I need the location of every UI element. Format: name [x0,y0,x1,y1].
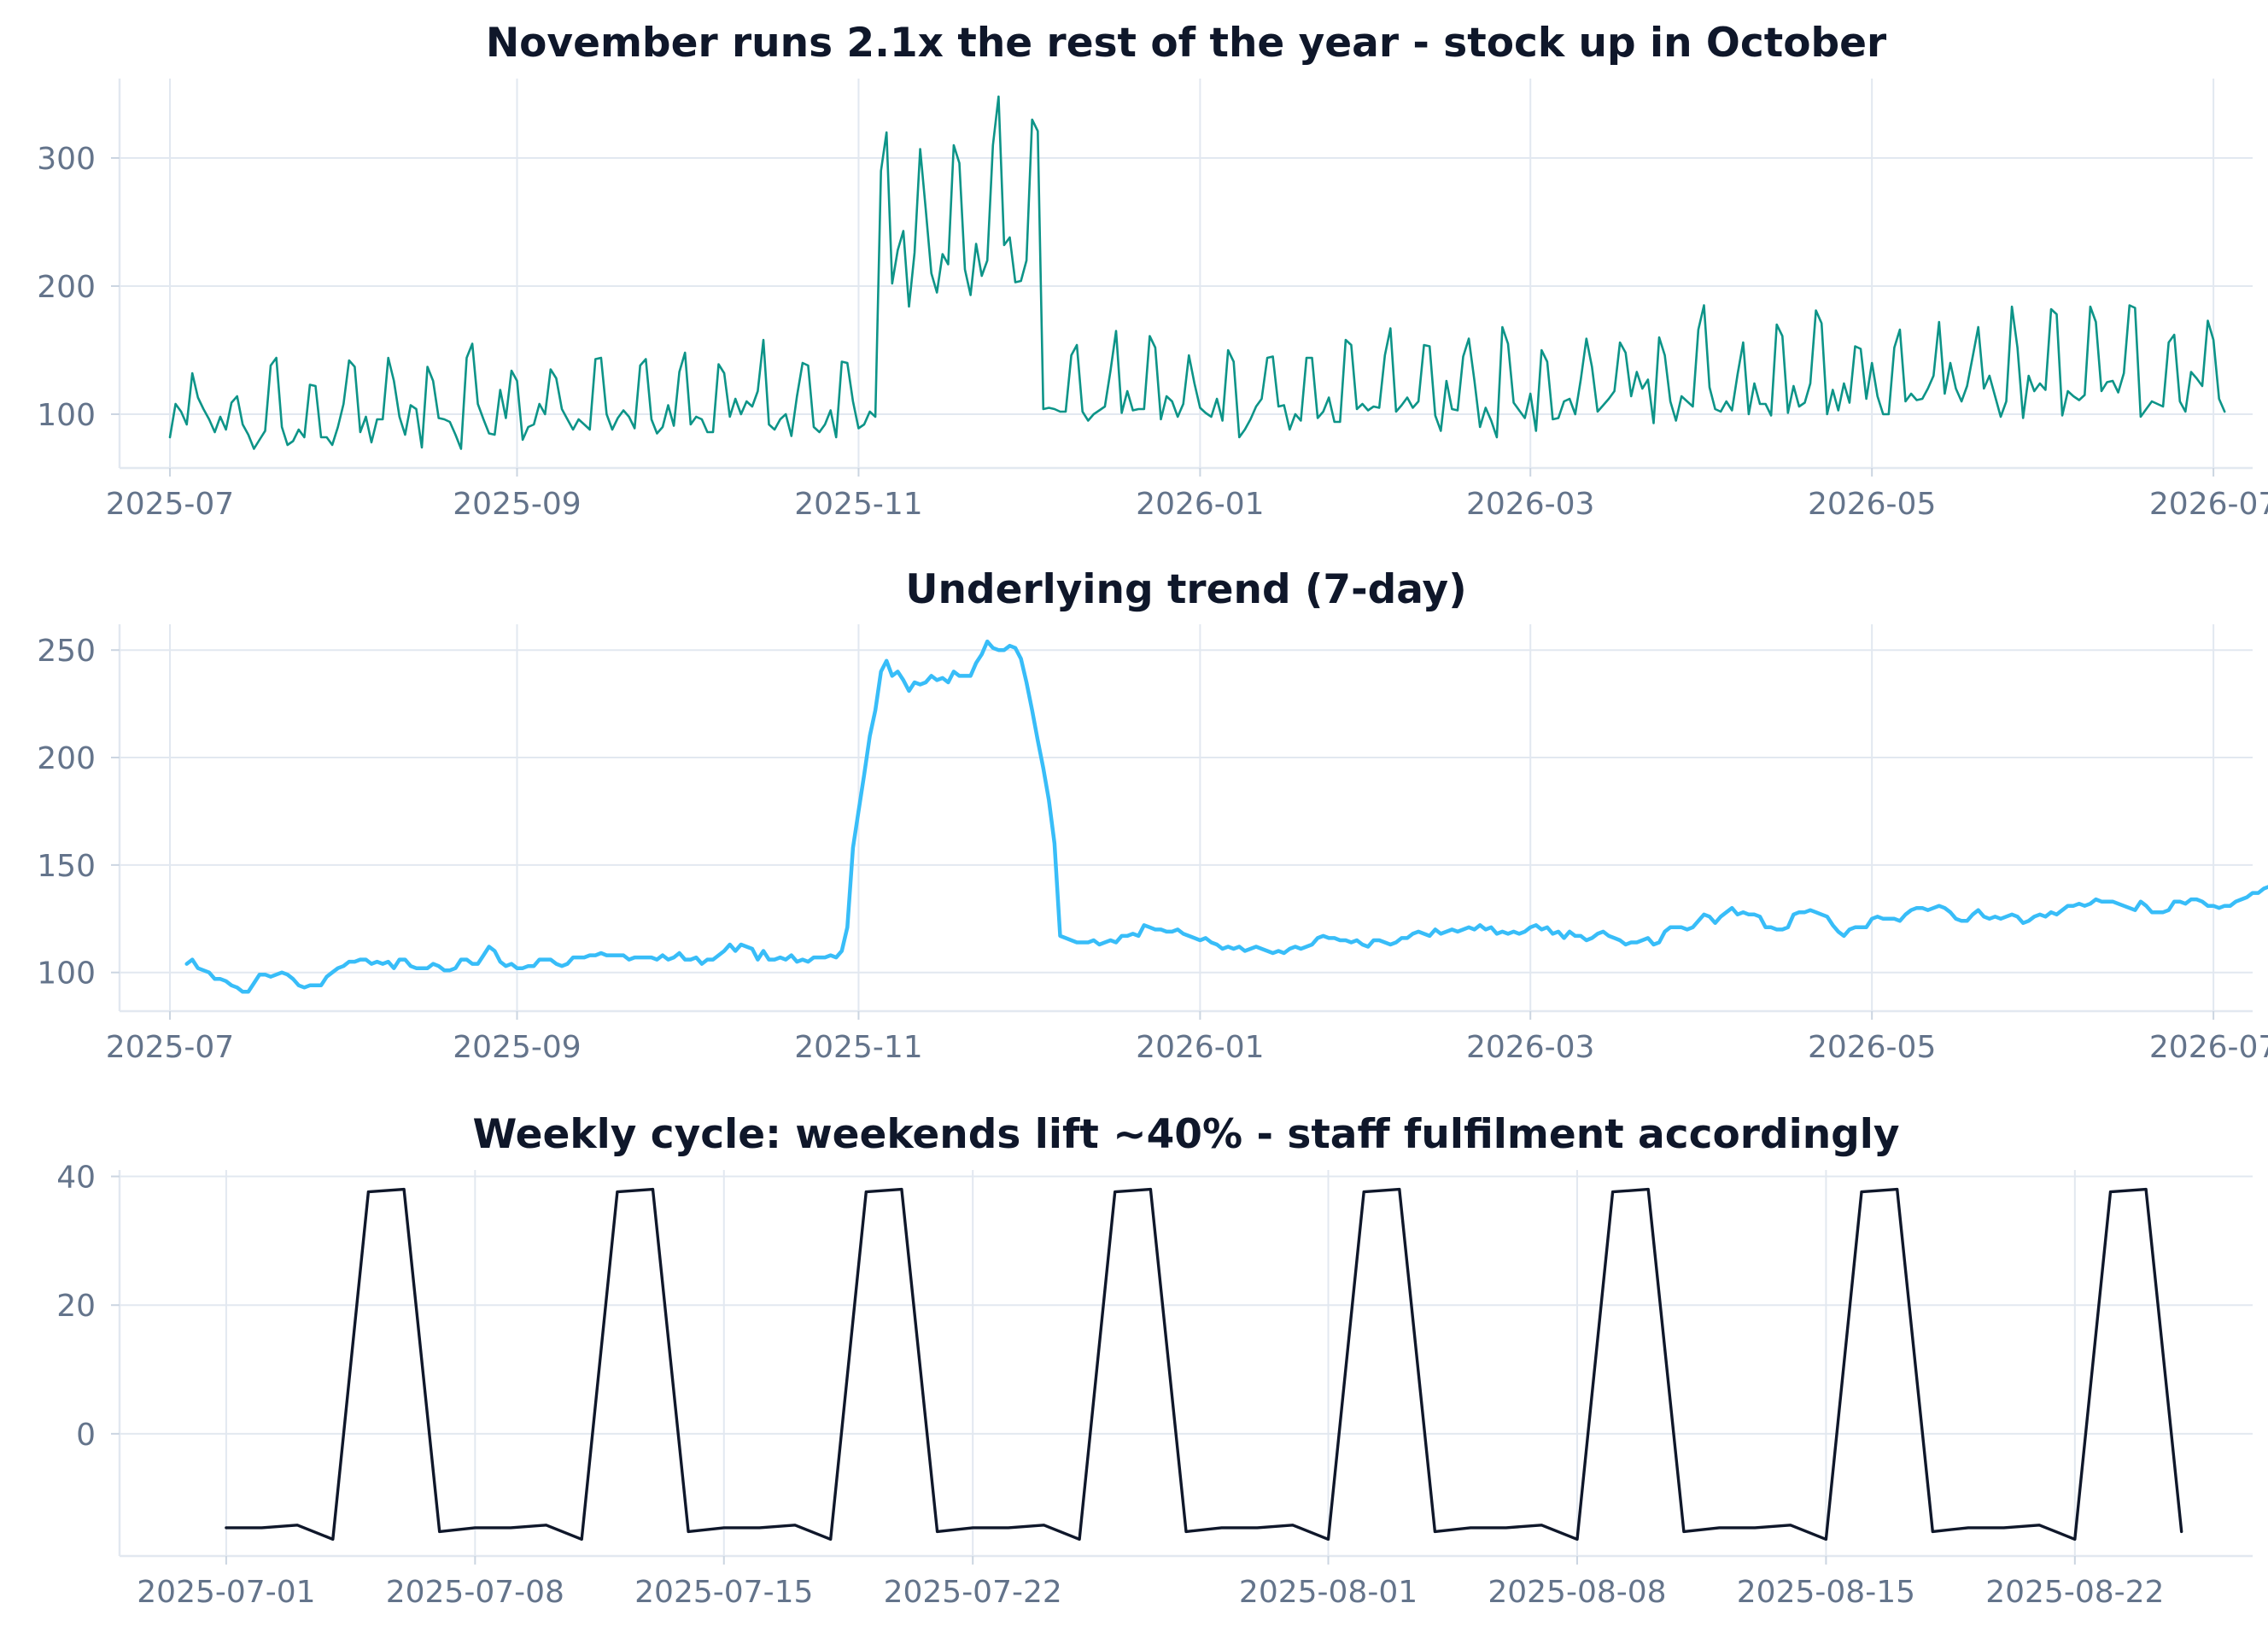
x-tick-label: 2025-08-08 [1488,1575,1666,1610]
chart-3: Weekly cycle: weekends lift ~40% - staff… [56,1111,2253,1610]
x-tick-label: 2025-07-08 [386,1575,564,1610]
y-tick-label: 0 [76,1418,96,1453]
chart-3-title: Weekly cycle: weekends lift ~40% - staff… [472,1111,1899,1158]
x-tick-label: 2025-08-22 [1985,1575,2164,1610]
chart-1: November runs 2.1x the rest of the year … [37,20,2268,522]
x-tick-label: 2026-03 [1466,1030,1594,1065]
y-tick-label: 100 [37,398,96,433]
chart-1-title: November runs 2.1x the rest of the year … [486,20,1887,67]
x-tick-label: 2026-01 [1136,487,1264,522]
x-tick-label: 2026-05 [1808,487,1936,522]
x-tick-label: 2025-11 [794,1030,922,1065]
x-tick-label: 2026-03 [1466,487,1594,522]
x-tick-label: 2025-07-15 [634,1575,813,1610]
x-tick-label: 2025-07-01 [137,1575,315,1610]
x-tick-label: 2025-08-01 [1239,1575,1418,1610]
x-tick-label: 2026-01 [1136,1030,1264,1065]
x-tick-label: 2025-08-15 [1737,1575,1915,1610]
x-tick-label: 2025-07 [106,487,234,522]
y-tick-label: 40 [56,1161,96,1196]
y-tick-label: 150 [37,849,96,884]
y-tick-label: 100 [37,956,96,992]
chart-2-title: Underlying trend (7-day) [905,566,1466,613]
y-tick-label: 20 [56,1289,96,1324]
series-line [184,639,2268,994]
y-tick-label: 200 [37,741,96,776]
x-tick-label: 2025-09 [453,1030,581,1065]
y-tick-label: 250 [37,634,96,669]
x-tick-label: 2025-07 [106,1030,234,1065]
x-tick-label: 2025-11 [794,487,922,522]
x-tick-label: 2026-07 [2149,1030,2268,1065]
x-tick-label: 2025-09 [453,487,581,522]
y-tick-label: 200 [37,270,96,305]
series-line [168,95,2226,450]
x-tick-label: 2026-05 [1808,1030,1936,1065]
x-tick-label: 2026-07 [2149,487,2268,522]
y-tick-label: 300 [37,142,96,177]
series-line [225,1187,2183,1541]
chart-2: Underlying trend (7-day) 100 150 200 250 202… [37,566,2268,1065]
x-tick-label: 2025-07-22 [884,1575,1062,1610]
